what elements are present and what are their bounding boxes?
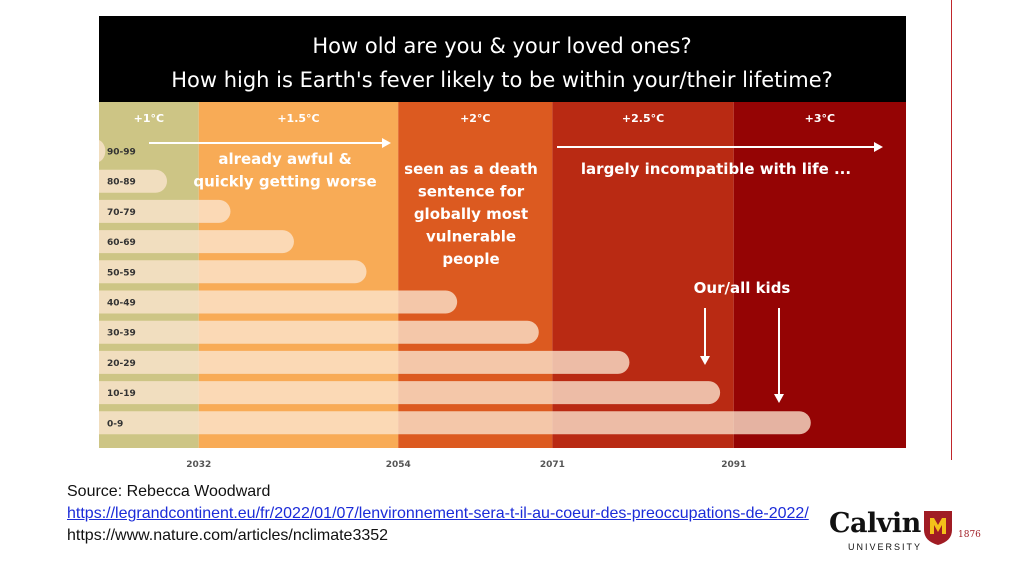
age-bar <box>99 381 721 405</box>
age-bar <box>99 260 367 284</box>
logo-subtitle: UNIVERSITY <box>848 542 923 552</box>
age-group-label: 0-9 <box>107 419 123 429</box>
arrow-head-icon <box>774 394 784 403</box>
age-group-label: 90-99 <box>107 148 136 158</box>
source-nature-url: https://www.nature.com/articles/nclimate… <box>67 527 389 544</box>
age-group-label: 70-79 <box>107 208 136 218</box>
band-label: +3°C <box>805 112 835 125</box>
age-group-label: 80-89 <box>107 178 136 188</box>
band-label: +2°C <box>460 112 490 125</box>
age-group-label: 50-59 <box>107 268 136 278</box>
age-bar <box>99 230 294 254</box>
arrow-head-icon <box>874 142 883 152</box>
chart-annotation: quickly getting worse <box>193 173 376 191</box>
age-bar <box>99 169 168 193</box>
age-bar <box>99 411 811 435</box>
arrow-head-icon <box>382 138 391 148</box>
source-credit: Source: Rebecca Woodward <box>67 483 271 500</box>
chart-annotation: largely incompatible with life ... <box>581 160 851 178</box>
logo-name: Calvin <box>829 508 921 539</box>
band-label: +2.5°C <box>622 112 664 125</box>
age-group-label: 20-29 <box>107 359 136 369</box>
band-label: +1°C <box>134 112 164 125</box>
chart-annotation: vulnerable <box>426 228 516 246</box>
shield-icon <box>924 511 952 545</box>
age-bar <box>99 199 231 223</box>
band-label: +1.5°C <box>277 112 319 125</box>
chart-annotation: sentence for <box>418 183 525 201</box>
logo-year: 1876 <box>958 530 981 540</box>
age-group-label: 60-69 <box>107 238 136 248</box>
climate-age-chart: How old are you & your loved ones? How h… <box>99 16 906 470</box>
age-group-label: 40-49 <box>107 299 136 309</box>
year-tick-label: 2091 <box>721 460 746 470</box>
chart-annotation: Our/all kids <box>694 279 791 297</box>
year-tick-label: 2032 <box>186 460 211 470</box>
year-tick-label: 2071 <box>540 460 565 470</box>
arrow-head-icon <box>700 356 710 365</box>
chart-annotation: seen as a death <box>404 160 538 178</box>
age-group-label: 30-39 <box>107 329 136 339</box>
age-bar <box>99 140 106 162</box>
age-group-label: 10-19 <box>107 389 136 399</box>
chart-title-line1: How old are you & your loved ones? <box>312 34 691 58</box>
source-block: Source: Rebecca Woodward https://legrand… <box>67 481 809 547</box>
temperature-band <box>733 102 906 448</box>
age-bar <box>99 290 458 314</box>
title-banner <box>99 16 906 102</box>
chart-annotation: already awful & <box>218 150 351 168</box>
age-bar <box>99 320 539 344</box>
year-tick-label: 2054 <box>386 460 411 470</box>
calvin-university-logo: Calvin UNIVERSITY 1876 <box>829 508 989 556</box>
x-axis-strip <box>99 448 906 470</box>
chart-title-line2: How high is Earth's fever likely to be w… <box>171 68 833 92</box>
chart-annotation: globally most <box>414 205 528 223</box>
source-link-legrandcontinent[interactable]: https://legrandcontinent.eu/fr/2022/01/0… <box>67 505 809 522</box>
slide-edge-line <box>951 0 952 460</box>
chart-annotation: people <box>442 250 499 268</box>
age-bar <box>99 350 630 374</box>
